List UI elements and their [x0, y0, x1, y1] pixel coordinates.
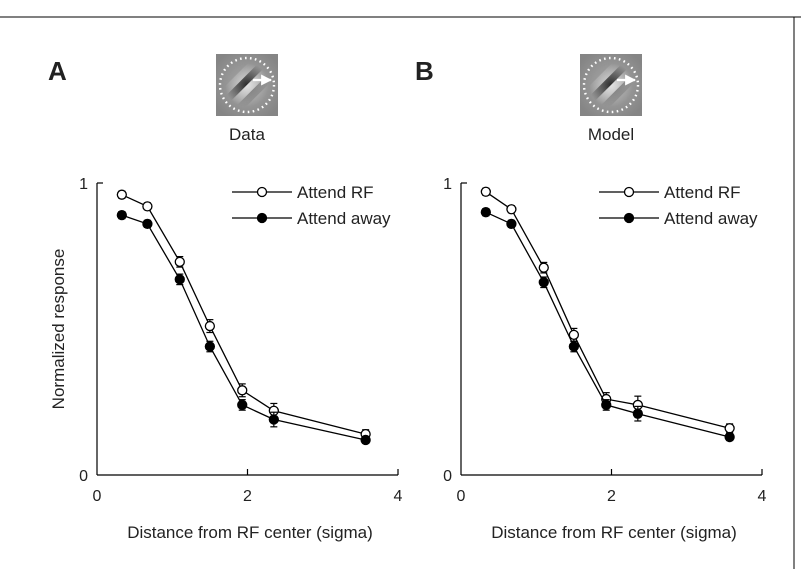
legend-marker-attend-away: [623, 212, 635, 224]
data-point-attend-rf: [568, 329, 580, 340]
plot-b: 1 0 0 2 4 Distance from RF center (sigma…: [443, 176, 766, 542]
panel-a: A Data 1 0 0 2 4: [48, 53, 403, 542]
stimulus-icon: [579, 53, 643, 117]
y-tick-label-min: 0: [443, 468, 452, 485]
x-axis-label: Distance from RF center (sigma): [127, 523, 373, 542]
y-tick-label-max: 1: [79, 176, 88, 193]
series-line-attend-rf: [121, 194, 366, 435]
x-tick-label-4: 4: [758, 488, 767, 505]
legend-label-attend-away: Attend away: [664, 209, 758, 228]
series-layer: [116, 189, 371, 446]
data-point-attend-rf: [237, 385, 248, 396]
data-point-attend-rf: [142, 201, 153, 212]
x-tick-label-4: 4: [394, 488, 403, 505]
panel-b-letter: B: [415, 56, 434, 86]
data-point-attend-rf: [506, 204, 517, 215]
data-point-attend-away: [724, 431, 735, 443]
y-axis-label: Normalized response: [49, 249, 68, 410]
data-point-attend-away: [142, 218, 153, 230]
data-point-attend-away: [538, 277, 549, 288]
data-point-attend-rf: [480, 186, 491, 197]
panel-b: B Model 1 0 0 2 4: [415, 53, 767, 542]
data-point-attend-away: [632, 408, 643, 419]
series-layer: [480, 186, 735, 443]
x-tick-label-2: 2: [243, 488, 252, 505]
x-axis-label: Distance from RF center (sigma): [491, 523, 737, 542]
legend-marker-attend-away: [256, 212, 268, 224]
data-point-attend-away: [480, 207, 491, 218]
data-point-attend-rf: [174, 256, 185, 267]
x-tick-label-0: 0: [457, 488, 466, 505]
legend: Attend RF Attend away: [232, 183, 391, 228]
data-point-attend-away: [174, 274, 185, 285]
y-tick-label-max: 1: [443, 176, 452, 193]
data-point-attend-away: [360, 434, 371, 446]
panel-a-title: Data: [229, 125, 265, 144]
data-point-attend-rf: [538, 262, 549, 273]
legend: Attend RF Attend away: [599, 183, 758, 228]
data-point-attend-away: [204, 341, 216, 352]
panel-b-title: Model: [588, 125, 634, 144]
x-tick-label-2: 2: [607, 488, 616, 505]
panel-a-letter: A: [48, 56, 67, 86]
data-point-attend-away: [268, 414, 279, 425]
x-tick-label-0: 0: [93, 488, 102, 505]
data-point-attend-away: [116, 209, 127, 221]
data-point-attend-rf: [204, 320, 216, 332]
data-point-attend-away: [237, 399, 248, 411]
legend-label-attend-rf: Attend RF: [297, 183, 374, 202]
data-point-attend-rf: [724, 423, 735, 434]
y-tick-label-min: 0: [79, 468, 88, 485]
data-point-attend-away: [568, 341, 580, 352]
legend-marker-attend-rf: [623, 186, 635, 198]
legend-marker-attend-rf: [256, 186, 268, 198]
legend-label-attend-away: Attend away: [297, 209, 391, 228]
stimulus-icon: [215, 53, 279, 117]
legend-label-attend-rf: Attend RF: [664, 183, 741, 202]
data-point-attend-away: [601, 399, 612, 411]
data-point-attend-away: [506, 218, 517, 230]
plot-a: 1 0 0 2 4 Distance from RF center (sigma…: [49, 176, 403, 542]
data-point-attend-rf: [116, 189, 127, 200]
